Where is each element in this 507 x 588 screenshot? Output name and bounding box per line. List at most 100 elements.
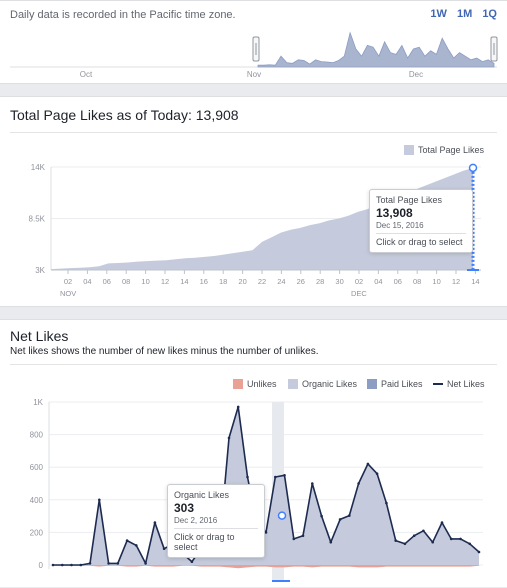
tooltip-action[interactable]: Click or drag to select (174, 532, 235, 552)
net-likes-point (385, 501, 388, 505)
x-month-label: NOV (60, 289, 76, 298)
net-likes-point (477, 550, 481, 554)
net-likes-point (190, 560, 194, 563)
total-likes-chart[interactable]: 3K 8.5K 14K 02 04 06 08 10 12 14 16 18 20 22 24 26 28 30 0… (0, 97, 507, 308)
range-selector-panel: Daily data is recorded in the Pacific ti… (0, 0, 507, 84)
net-likes-point (144, 562, 147, 565)
tooltip-date: Dec 2, 2016 (174, 516, 258, 529)
range-sparkline-area (257, 31, 495, 68)
total-likes-area (51, 167, 473, 270)
organic-likes-area (53, 406, 479, 565)
x-tick-label: 20 (238, 277, 246, 286)
net-likes-point (274, 475, 277, 479)
net-likes-point (440, 521, 444, 524)
tooltip-label: Total Page Likes (376, 195, 443, 205)
net-likes-point (301, 534, 305, 537)
net-likes-point (422, 529, 425, 533)
net-likes-point (449, 537, 453, 541)
net-likes-point (227, 436, 231, 440)
tooltip-date: Dec 15, 2016 (376, 221, 466, 234)
net-likes-point (338, 518, 342, 521)
net-likes-point (246, 475, 249, 479)
x-tick-label: 12 (161, 277, 169, 286)
range-button-1m[interactable]: 1M (456, 8, 473, 20)
net-likes-point (135, 544, 138, 547)
section-divider (10, 132, 497, 133)
range-month-label: Oct (80, 70, 93, 79)
net-likes-point (375, 472, 379, 475)
legend-swatch-total-likes (404, 145, 414, 155)
y-tick-label: 0 (39, 561, 44, 570)
y-tick-label: 600 (30, 463, 44, 472)
tooltip-value: 303 (174, 501, 195, 515)
range-buttons: 1W 1M 1Q (423, 8, 497, 20)
legend-label-unlikes: Unlikes (247, 379, 277, 389)
x-tick-label: 30 (335, 277, 343, 286)
range-button-1q[interactable]: 1Q (482, 8, 497, 20)
y-tick-label: 3K (35, 266, 45, 275)
y-tick-label: 14K (31, 163, 46, 172)
net-likes-tooltip: Organic Likes 303 Dec 2, 2016 Click or d… (167, 484, 265, 558)
legend-label-paid-likes: Paid Likes (381, 379, 423, 389)
net-likes-point (394, 539, 398, 542)
range-month-label: Nov (247, 70, 261, 79)
y-tick-label: 200 (30, 528, 44, 537)
net-likes-point (107, 562, 110, 565)
net-likes-title: Net Likes (10, 328, 69, 344)
x-tick-label: 16 (200, 277, 208, 286)
net-likes-point (357, 482, 360, 485)
x-tick-label: 14 (180, 277, 188, 286)
range-month-label: Dec (409, 70, 423, 79)
net-likes-point (116, 562, 120, 565)
net-likes-point (311, 482, 314, 485)
range-sparkline[interactable]: Oct Nov Dec (0, 1, 507, 85)
legend-label-total-likes: Total Page Likes (418, 145, 485, 155)
net-likes-point (98, 498, 101, 502)
selection-point (468, 163, 478, 173)
tooltip-value: 13,908 (376, 206, 413, 220)
x-tick-label: 04 (374, 277, 382, 286)
net-likes-point (61, 563, 64, 567)
tooltip-label: Organic Likes (174, 490, 230, 500)
net-likes-point (366, 462, 370, 466)
net-likes-point (88, 562, 92, 565)
legend-swatch-paid-likes (367, 379, 377, 389)
net-likes-panel: Net Likes Net likes shows the number of … (0, 319, 507, 587)
net-likes-point (79, 563, 83, 567)
section-divider (10, 364, 497, 365)
x-tick-label: 08 (413, 277, 421, 286)
y-tick-label: 400 (30, 496, 44, 505)
timezone-note: Daily data is recorded in the Pacific ti… (10, 9, 236, 21)
x-tick-label: 28 (316, 277, 324, 286)
net-likes-point (283, 474, 286, 477)
legend-swatch-organic-likes (288, 379, 298, 389)
net-likes-point (51, 563, 55, 567)
x-tick-label: 12 (452, 277, 460, 286)
x-tick-label: 04 (83, 277, 91, 286)
net-likes-point (468, 542, 472, 546)
total-likes-tooltip: Total Page Likes 13,908 Dec 15, 2016 Cli… (369, 189, 473, 253)
x-tick-label: 26 (297, 277, 305, 286)
net-likes-point (292, 537, 296, 541)
x-tick-label: 24 (277, 277, 285, 286)
net-likes-point (431, 540, 435, 544)
net-likes-point (236, 405, 240, 409)
net-likes-point (70, 563, 73, 567)
net-likes-point (320, 514, 323, 518)
net-likes-chart[interactable]: 0 200 400 600 800 1K Unlikes Organic Likes Paid … (0, 320, 507, 588)
net-likes-subtitle: Net likes shows the number of new likes … (10, 346, 319, 357)
unlikes-area (53, 565, 479, 569)
range-button-1w[interactable]: 1W (430, 8, 447, 20)
y-tick-label: 8.5K (29, 215, 46, 224)
net-likes-point (403, 542, 407, 546)
x-tick-label: 02 (64, 277, 72, 286)
net-likes-point (162, 547, 166, 550)
net-likes-point (459, 537, 462, 541)
selection-point (277, 511, 287, 520)
x-month-label: DEC (351, 289, 367, 298)
net-likes-point (125, 539, 129, 542)
x-tick-label: 10 (432, 277, 440, 286)
tooltip-action[interactable]: Click or drag to select (376, 237, 463, 247)
total-likes-panel: Total Page Likes as of Today: 13,908 3K 8… (0, 96, 507, 307)
x-tick-label: 02 (355, 277, 363, 286)
